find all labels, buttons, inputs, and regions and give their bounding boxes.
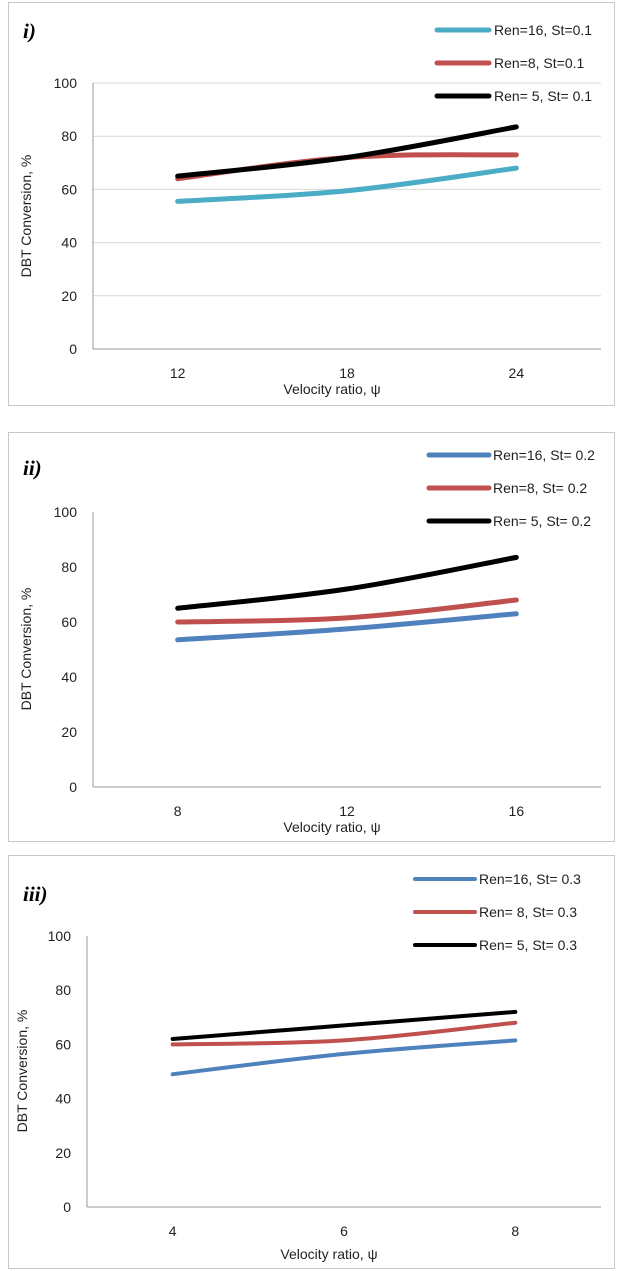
panel-label: i) xyxy=(23,19,36,43)
y-tick-label: 0 xyxy=(69,779,77,795)
series-line xyxy=(170,1020,518,1047)
y-tick-label: 40 xyxy=(61,669,77,685)
panel-label: iii) xyxy=(23,882,48,906)
legend-entry: Ren=16, St=0.1 xyxy=(494,22,592,38)
x-tick-label: 6 xyxy=(340,1223,348,1239)
y-tick-label: 20 xyxy=(61,288,77,304)
x-tick-label: 18 xyxy=(339,365,355,381)
x-axis-title: Velocity ratio, ψ xyxy=(280,1246,377,1262)
series-line xyxy=(175,165,519,204)
y-tick-label: 100 xyxy=(54,504,78,520)
y-tick-label: 80 xyxy=(55,982,71,998)
y-tick-label: 40 xyxy=(61,235,77,251)
legend-entry: Ren=8, St=0.1 xyxy=(494,55,585,71)
series-line xyxy=(170,1038,518,1077)
legend-entry: Ren= 5, St= 0.1 xyxy=(494,88,592,104)
y-tick-label: 80 xyxy=(61,559,77,575)
x-axis-title: Velocity ratio, ψ xyxy=(283,381,380,397)
y-axis-title: DBT Conversion, % xyxy=(18,588,34,711)
x-tick-label: 16 xyxy=(509,803,525,819)
y-tick-label: 60 xyxy=(55,1036,71,1052)
y-tick-label: 40 xyxy=(55,1091,71,1107)
x-tick-label: 12 xyxy=(170,365,186,381)
x-tick-label: 8 xyxy=(511,1223,519,1239)
y-tick-label: 80 xyxy=(61,128,77,144)
legend-entry: Ren=8, St= 0.2 xyxy=(493,480,587,496)
legend-entry: Ren=16, St= 0.2 xyxy=(493,447,595,463)
chart-iii: iii) 0 20 40 60 80 100 4 6 8 Velocity ratio, ψ DBT … xyxy=(14,871,601,1262)
chart-panel-iii: iii) 0 20 40 60 80 100 4 6 8 Velocity ratio, ψ DBT … xyxy=(8,855,615,1269)
legend-entry: Ren= 5, St= 0.2 xyxy=(493,513,591,529)
chart-panel-ii: ii) 0 20 40 60 80 100 8 12 16 Velocity ratio, ψ DBT… xyxy=(8,432,615,842)
x-tick-label: 4 xyxy=(169,1223,177,1239)
series-line xyxy=(170,1009,518,1041)
x-tick-label: 12 xyxy=(339,803,355,819)
series-line xyxy=(175,611,519,643)
x-tick-label: 24 xyxy=(509,365,525,381)
panel-label: ii) xyxy=(23,456,42,480)
series-line xyxy=(175,597,519,625)
y-tick-label: 0 xyxy=(69,341,77,357)
series-line xyxy=(175,124,519,179)
legend-entry: Ren= 5, St= 0.3 xyxy=(479,937,577,953)
y-tick-label: 100 xyxy=(48,928,72,944)
y-tick-label: 0 xyxy=(63,1199,71,1215)
y-tick-label: 60 xyxy=(61,614,77,630)
y-tick-label: 60 xyxy=(61,181,77,197)
legend-entry: Ren=16, St= 0.3 xyxy=(479,871,581,887)
chart-i: i) 0 20 40 60 80 100 12 18 24 Velocity ratio, ψ DBT… xyxy=(18,19,601,397)
y-tick-label: 20 xyxy=(61,724,77,740)
y-tick-label: 20 xyxy=(55,1145,71,1161)
y-tick-label: 100 xyxy=(54,75,78,91)
y-axis-title: DBT Conversion, % xyxy=(14,1010,30,1133)
x-tick-label: 8 xyxy=(174,803,182,819)
legend-entry: Ren= 8, St= 0.3 xyxy=(479,904,577,920)
chart-panel-i: i) 0 20 40 60 80 100 12 18 24 Velocity ratio, ψ DBT… xyxy=(8,2,615,406)
chart-ii: ii) 0 20 40 60 80 100 8 12 16 Velocity ratio, ψ DBT… xyxy=(18,447,601,835)
x-axis-title: Velocity ratio, ψ xyxy=(283,819,380,835)
series-line xyxy=(175,554,519,611)
y-axis-title: DBT Conversion, % xyxy=(18,155,34,278)
